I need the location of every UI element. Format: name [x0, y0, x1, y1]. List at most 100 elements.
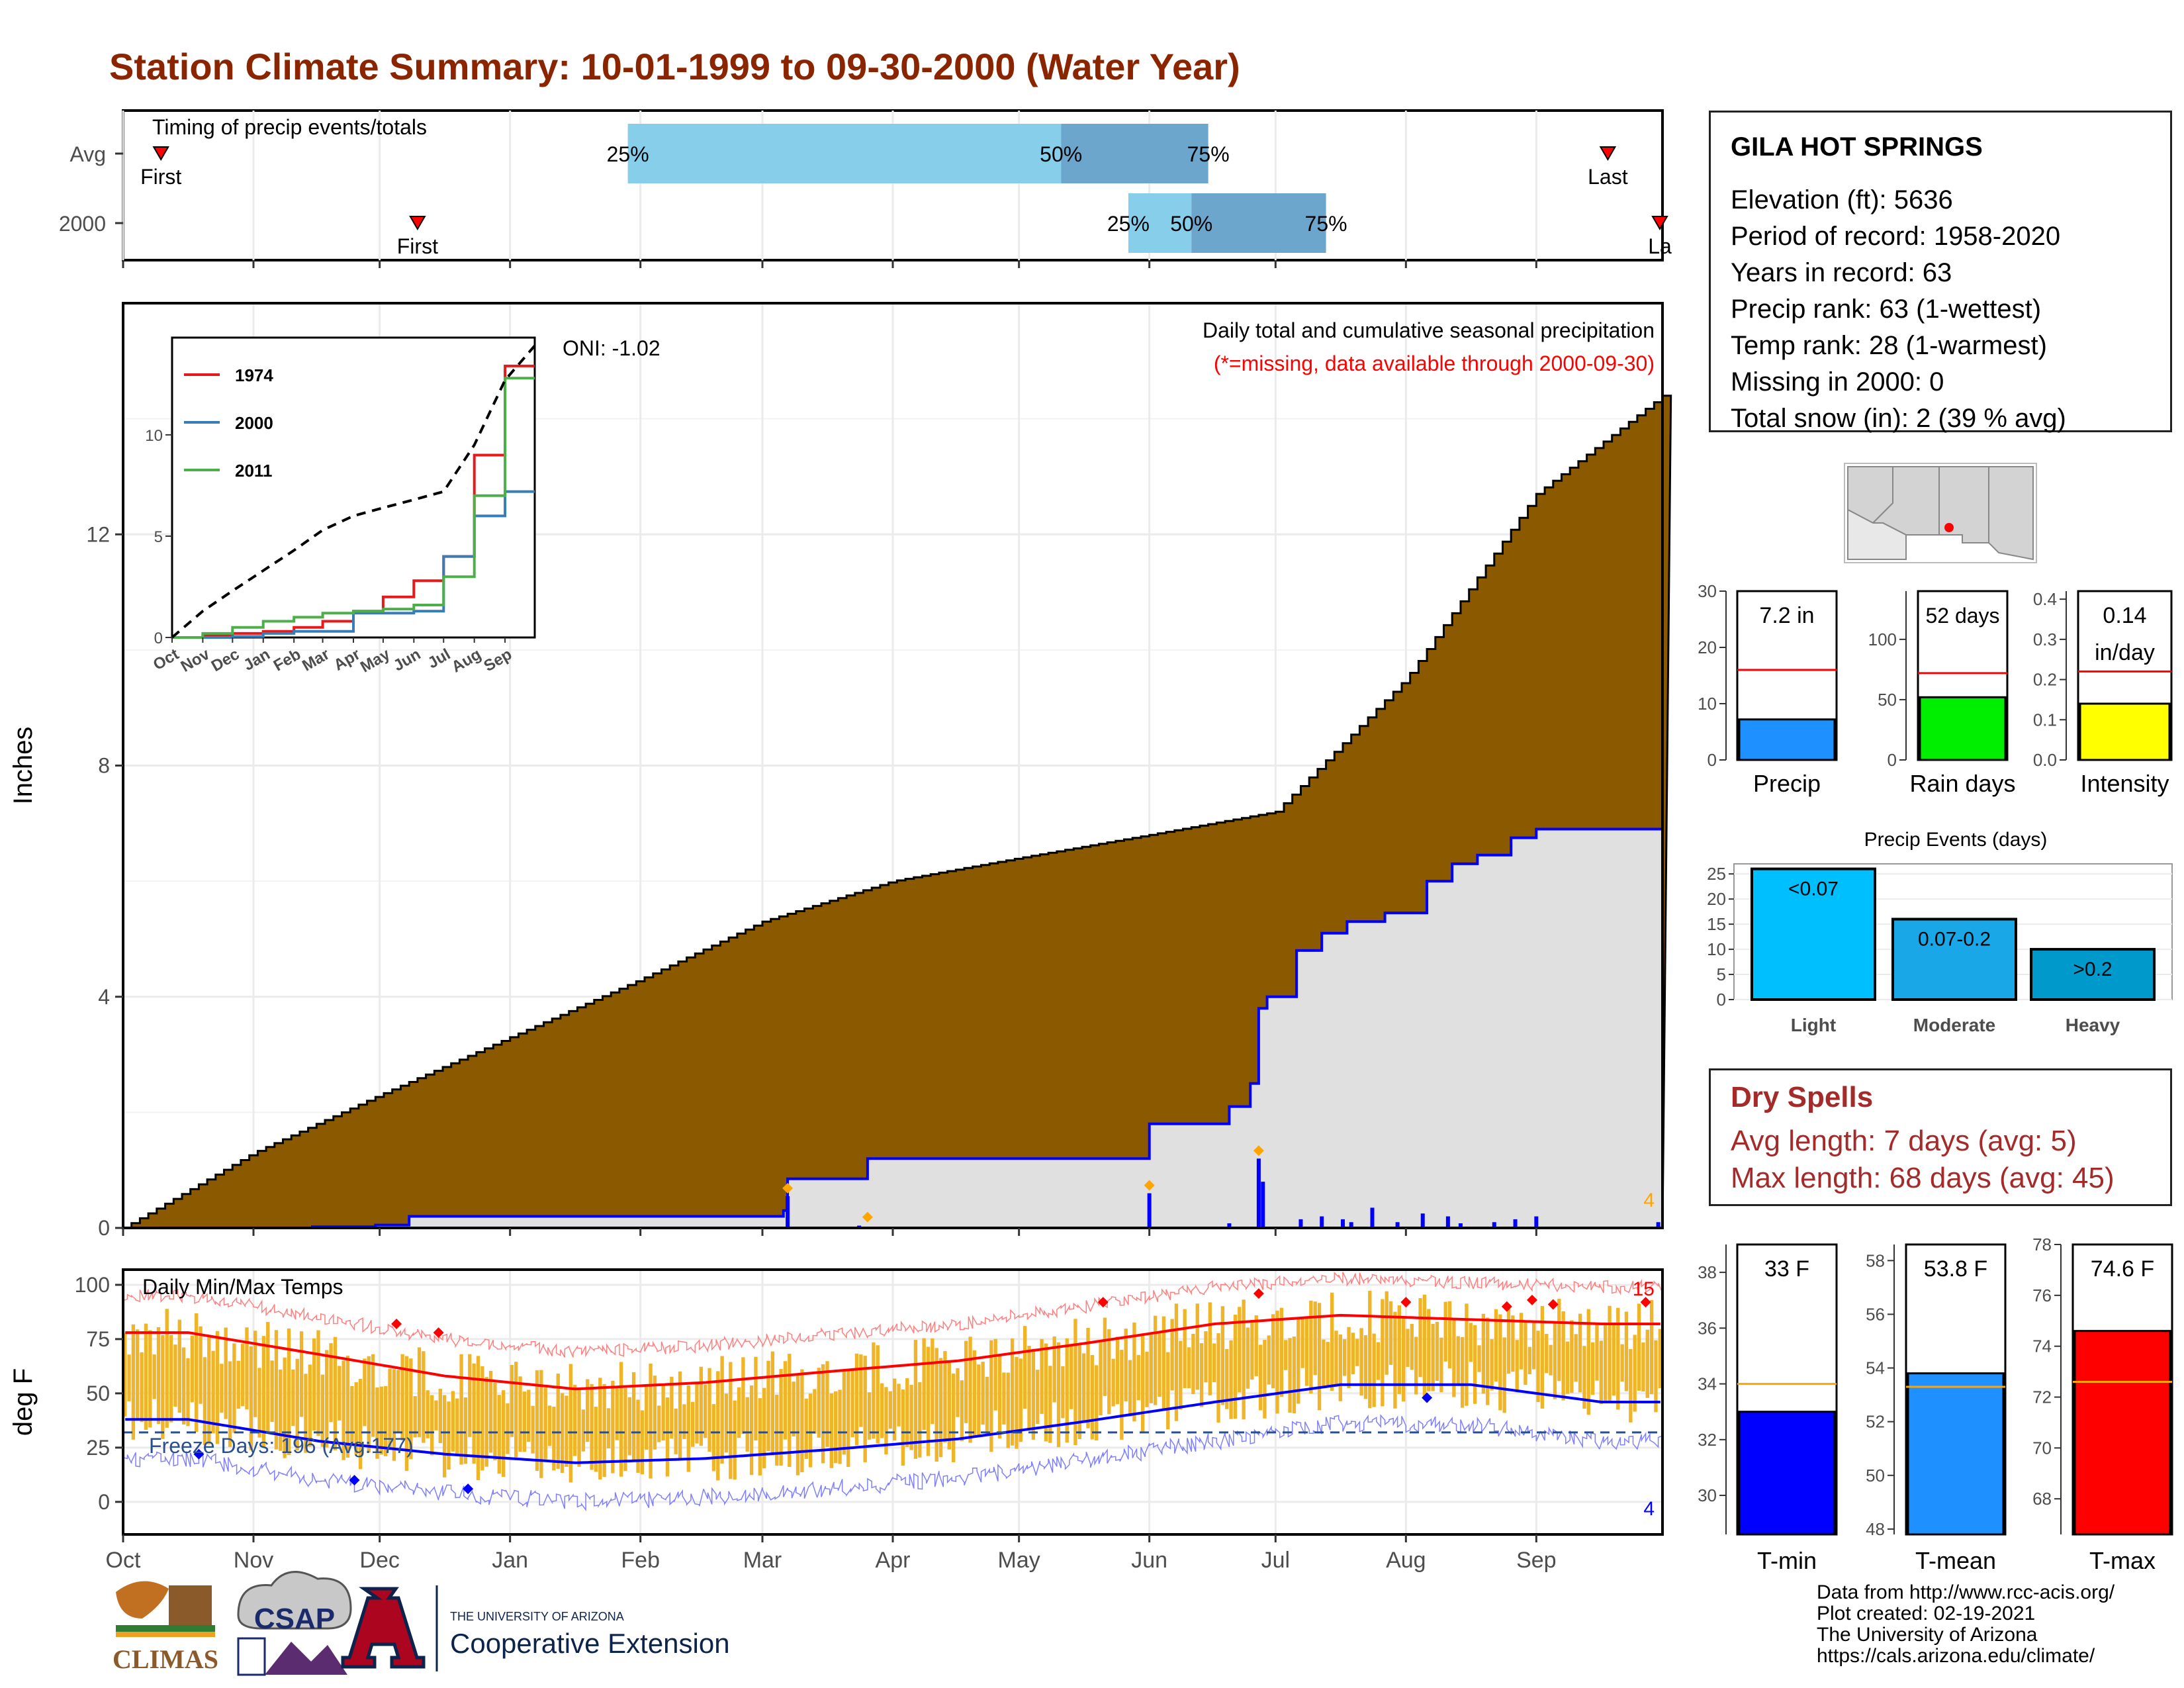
year-cumulative-line — [123, 812, 1664, 1229]
daily-temp-bar — [203, 1357, 207, 1446]
daily-temp-bar — [1393, 1311, 1397, 1409]
daily-temp-bar — [531, 1405, 535, 1454]
daily-temp-bar — [220, 1364, 224, 1413]
daily-temp-bar — [636, 1399, 640, 1473]
daily-temp-bar — [186, 1358, 190, 1427]
daily-temp-bar — [850, 1370, 854, 1438]
temp-month-label: Jan — [492, 1548, 528, 1573]
tmax-bar — [2073, 1330, 2171, 1536]
daily-temp-bar — [1649, 1299, 1654, 1395]
daily-temp-bar — [1326, 1342, 1330, 1387]
precip-events-bar-label: >0.2 — [2073, 959, 2112, 980]
rain-days-value-label: 52 days — [1925, 604, 1999, 628]
daily-temp-bar — [817, 1368, 821, 1438]
daily-temp-bar — [1397, 1305, 1401, 1395]
daily-temp-bar — [1250, 1321, 1254, 1380]
daily-temp-bar — [977, 1364, 981, 1436]
daily-temp-bar — [1313, 1301, 1317, 1376]
tmax-y-tick-label: 68 — [2032, 1489, 2052, 1509]
daily-temp-bar — [901, 1389, 905, 1466]
daily-precip-bar — [1349, 1222, 1353, 1228]
temp-record-high-marker — [1400, 1297, 1412, 1308]
precip-events-category-label: Moderate — [1913, 1015, 1995, 1035]
daily-temp-bar — [547, 1405, 552, 1446]
daily-temp-bar — [207, 1336, 211, 1444]
daily-temp-bar — [1279, 1307, 1284, 1397]
daily-temp-bar — [1527, 1346, 1531, 1374]
temp-record-high-marker — [1097, 1297, 1109, 1308]
tmean-y-tick-label: 56 — [1866, 1304, 1885, 1324]
daily-temp-bar — [788, 1354, 792, 1468]
daily-temp-bar — [384, 1385, 388, 1456]
daily-temp-bar — [1481, 1313, 1486, 1394]
page-title: Station Climate Summary: 10-01-1999 to 0… — [109, 46, 1240, 87]
daily-temp-bar — [674, 1408, 678, 1454]
daily-temp-bar — [1641, 1342, 1645, 1392]
daily-temp-bar — [611, 1380, 615, 1474]
daily-temp-bar — [350, 1385, 354, 1446]
precip-events-y-tick-label: 25 — [1707, 864, 1726, 884]
daily-precip-bar — [1458, 1223, 1463, 1228]
precip-events-y-tick-label: 0 — [1717, 990, 1726, 1009]
rain-days-y-tick-label: 0 — [1888, 750, 1897, 770]
daily-temp-bar — [195, 1313, 199, 1432]
daily-temp-bar — [813, 1389, 817, 1434]
daily-temp-bar — [863, 1356, 867, 1462]
daily-temp-bar — [1300, 1317, 1304, 1368]
precip-y-axis-label: Inches — [9, 727, 38, 805]
timing-label: Timing of precip events/totals — [152, 115, 427, 139]
daily-temp-bar — [720, 1356, 724, 1464]
daily-temp-bar — [897, 1383, 901, 1427]
daily-temp-bar — [1338, 1334, 1343, 1401]
daily-temp-bar — [1170, 1319, 1174, 1391]
daily-temp-bar — [215, 1331, 220, 1444]
daily-temp-bar — [985, 1376, 989, 1436]
daily-temp-bar — [598, 1378, 602, 1479]
daily-temp-bar — [854, 1353, 859, 1446]
precip-events-bar — [1891, 917, 2017, 1002]
precip-events-bar — [2030, 948, 2156, 1002]
daily-temp-bar — [704, 1384, 707, 1438]
daily-temp-bar — [627, 1397, 631, 1456]
daily-temp-bar — [1195, 1303, 1199, 1390]
daily-temp-bar — [1608, 1305, 1612, 1403]
precip-events-y-tick-label: 10 — [1707, 939, 1726, 959]
precip-max-marker — [862, 1211, 873, 1223]
daily-temp-bar — [1081, 1353, 1086, 1423]
daily-precip-bar — [1534, 1216, 1539, 1228]
daily-temp-bar — [859, 1354, 863, 1427]
timing-iqr-high-bar — [1191, 193, 1326, 253]
daily-temp-bar — [156, 1327, 161, 1425]
daily-temp-bar — [1309, 1300, 1313, 1394]
daily-temp-bar — [506, 1403, 510, 1454]
daily-temp-bar — [316, 1330, 320, 1436]
daily-temp-bar — [657, 1405, 661, 1442]
daily-temp-bar — [1115, 1336, 1120, 1405]
daily-temp-bar — [1233, 1315, 1238, 1419]
daily-temp-bar — [1090, 1354, 1095, 1440]
station-period: Period of record: 1958-2020 — [1731, 222, 2061, 251]
daily-temp-bar — [1103, 1317, 1107, 1396]
daily-temp-bar — [413, 1396, 417, 1438]
daily-temp-bar — [754, 1356, 758, 1441]
daily-temp-bar — [947, 1362, 951, 1450]
daily-temp-bar — [1065, 1338, 1069, 1443]
daily-temp-bar — [245, 1327, 249, 1410]
temp-record-low-marker — [193, 1448, 205, 1460]
tmin-y-tick-label: 34 — [1698, 1374, 1717, 1394]
rain-days-y-tick-label: 50 — [1878, 690, 1897, 710]
daily-temp-bar — [872, 1342, 876, 1439]
daily-temp-bar — [422, 1351, 426, 1443]
precip-events-bar-label: 0.07-0.2 — [1918, 929, 1991, 951]
temp-min-count: 4 — [1643, 1498, 1655, 1520]
daily-temp-bar — [964, 1340, 968, 1423]
daily-temp-bar — [266, 1322, 270, 1432]
daily-temp-bar — [956, 1368, 960, 1417]
inset-y-tick-label: 10 — [145, 427, 163, 445]
inset-legend-label: 2000 — [235, 413, 273, 433]
daily-temp-bar — [1620, 1344, 1624, 1382]
daily-temp-bar — [510, 1365, 514, 1437]
daily-temp-bar — [893, 1378, 897, 1441]
daily-temp-bar — [1015, 1356, 1019, 1449]
daily-temp-bar — [745, 1397, 749, 1452]
